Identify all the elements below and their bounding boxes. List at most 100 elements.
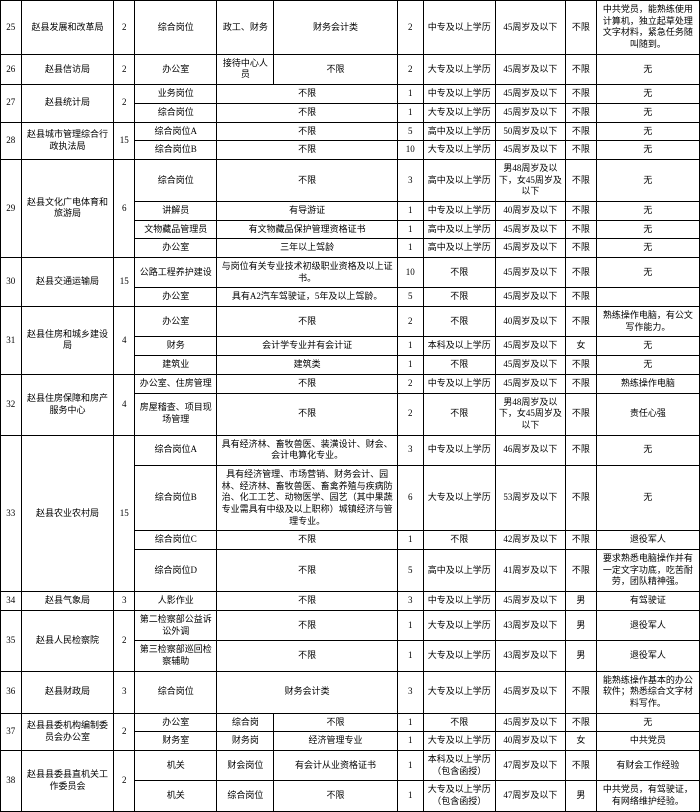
cell: 不限 — [423, 356, 495, 375]
cell: 综合岗位 — [217, 781, 274, 811]
cell: 不限 — [565, 550, 596, 592]
cell: 经济管理专业 — [274, 732, 398, 751]
cell: 1 — [397, 103, 423, 122]
cell: 26 — [1, 54, 22, 84]
cell: 不限 — [565, 531, 596, 550]
cell: 45周岁及以下 — [495, 141, 565, 160]
cell: 47周岁及以下 — [495, 751, 565, 781]
cell: 具有A2汽车驾驶证，5年及以上驾龄。 — [217, 288, 397, 307]
cell: 赵县交通运输局 — [21, 258, 114, 307]
cell: 综合岗位 — [135, 1, 217, 55]
cell: 房屋稽查、项目现场管理 — [135, 393, 217, 435]
cell: 不限 — [217, 307, 397, 337]
cell: 大专及以上学历 — [423, 103, 495, 122]
cell: 10 — [397, 141, 423, 160]
cell: 3 — [397, 435, 423, 465]
cell: 男48周岁及以下，女45周岁及以下 — [495, 393, 565, 435]
cell: 男 — [565, 781, 596, 811]
cell: 45周岁及以下 — [495, 258, 565, 288]
cell: 不限 — [217, 103, 397, 122]
cell: 34 — [1, 592, 22, 611]
cell: 25 — [1, 1, 22, 55]
cell: 男 — [565, 610, 596, 640]
cell — [596, 288, 699, 307]
cell: 综合岗 — [217, 713, 274, 732]
cell: 3 — [114, 671, 135, 713]
cell: 不限 — [217, 141, 397, 160]
cell: 有驾驶证 — [596, 592, 699, 611]
cell: 大专及以上学历 — [423, 671, 495, 713]
cell: 三年以上驾龄 — [217, 239, 397, 258]
cell: 不限 — [565, 220, 596, 239]
cell: 财务 — [135, 337, 217, 356]
cell: 47周岁及以下 — [495, 781, 565, 811]
cell: 不限 — [217, 531, 397, 550]
cell: 40周岁及以下 — [495, 732, 565, 751]
cell: 有财会工作经验 — [596, 751, 699, 781]
cell: 不限 — [217, 122, 397, 141]
cell: 2 — [114, 85, 135, 122]
cell: 5 — [397, 288, 423, 307]
cell: 2 — [397, 374, 423, 393]
cell: 45周岁及以下 — [495, 54, 565, 84]
cell: 不限 — [565, 201, 596, 220]
cell: 大专及以上学历 — [423, 610, 495, 640]
cell: 15 — [114, 258, 135, 307]
cell: 不限 — [565, 122, 596, 141]
cell: 政工、财务 — [217, 1, 274, 55]
cell: 50周岁及以下 — [495, 122, 565, 141]
cell: 4 — [114, 374, 135, 435]
cell: 财务岗 — [217, 732, 274, 751]
cell: 36 — [1, 671, 22, 713]
cell: 1 — [397, 781, 423, 811]
cell: 1 — [397, 239, 423, 258]
cell: 建筑业 — [135, 356, 217, 375]
cell: 赵县统计局 — [21, 85, 114, 122]
cell: 53周岁及以下 — [495, 465, 565, 530]
cell: 45周岁及以下 — [495, 356, 565, 375]
cell: 接待中心人员 — [217, 54, 274, 84]
cell: 无 — [596, 258, 699, 288]
cell: 不限 — [274, 54, 398, 84]
cell: 31 — [1, 307, 22, 375]
cell: 赵县信访局 — [21, 54, 114, 84]
cell: 不限 — [565, 288, 596, 307]
cell: 机关 — [135, 751, 217, 781]
cell: 不限 — [423, 258, 495, 288]
cell: 综合岗位A — [135, 122, 217, 141]
cell: 要求熟悉电脑操作并有一定文字功底，吃苦耐劳，团队精神强。 — [596, 550, 699, 592]
cell: 不限 — [565, 54, 596, 84]
cell: 40周岁及以下 — [495, 307, 565, 337]
cell: 42周岁及以下 — [495, 531, 565, 550]
table-row: 30赵县交通运输局15公路工程养护建设与岗位有关专业技术初级职业资格及以上证书。… — [1, 258, 700, 288]
cell: 45周岁及以下 — [495, 337, 565, 356]
cell: 2 — [397, 393, 423, 435]
cell: 无 — [596, 85, 699, 104]
cell: 无 — [596, 141, 699, 160]
cell: 2 — [397, 307, 423, 337]
cell: 不限 — [217, 374, 397, 393]
cell: 不限 — [217, 550, 397, 592]
cell: 45周岁及以下 — [495, 85, 565, 104]
cell: 2 — [397, 54, 423, 84]
cell: 不限 — [565, 103, 596, 122]
cell: 男 — [565, 641, 596, 671]
cell: 本科及以上学历 — [423, 337, 495, 356]
cell: 不限 — [565, 159, 596, 201]
cell: 30 — [1, 258, 22, 307]
table-row: 27赵县统计局2业务岗位不限1中专及以上学历45周岁及以下不限无 — [1, 85, 700, 104]
cell: 5 — [397, 550, 423, 592]
cell: 3 — [114, 592, 135, 611]
cell: 中共党员 — [596, 732, 699, 751]
cell: 不限 — [565, 85, 596, 104]
cell: 具有经济管理、市场营销、财务会计、园林、经济林、畜牧兽医、畜禽养殖与疾病防治、化… — [217, 465, 397, 530]
cell: 高中及以上学历 — [423, 122, 495, 141]
cell: 第三检察部巡回检察辅助 — [135, 641, 217, 671]
cell: 综合岗位A — [135, 435, 217, 465]
table-row: 35赵县人民检察院2第二检察部公益诉讼外调不限1大专及以上学历43周岁及以下男退… — [1, 610, 700, 640]
cell: 退役军人 — [596, 641, 699, 671]
cell: 37 — [1, 713, 22, 750]
cell: 45周岁及以下 — [495, 374, 565, 393]
cell: 不限 — [565, 356, 596, 375]
cell: 无 — [596, 54, 699, 84]
